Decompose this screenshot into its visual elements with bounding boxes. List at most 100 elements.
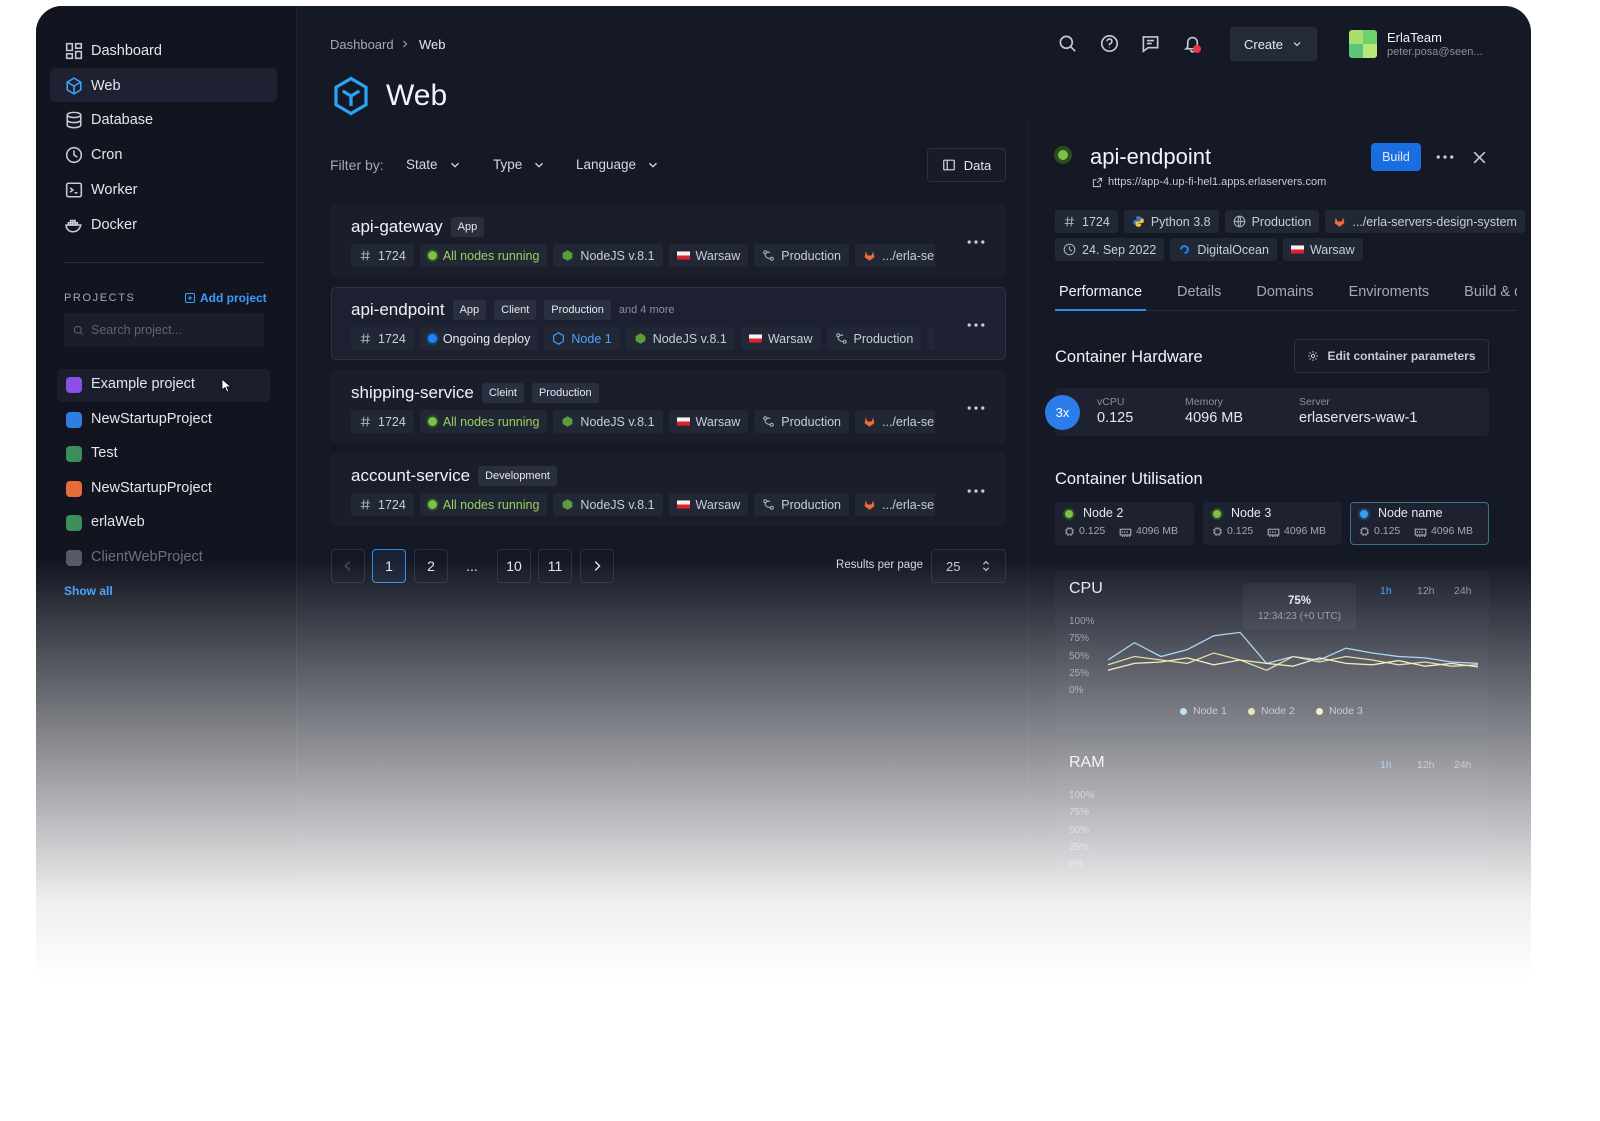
project-item[interactable]: NewStartupProject: [91, 479, 212, 496]
project-item[interactable]: Example project: [91, 376, 195, 392]
results-value: 25: [946, 558, 961, 574]
legend-dot: [1316, 707, 1323, 715]
project-avatar: [66, 480, 82, 497]
meta-text: Production: [1251, 214, 1312, 229]
node-name: Node 2: [1083, 506, 1124, 520]
service-name: api-endpoint: [351, 300, 445, 319]
nav-item[interactable]: Cron: [91, 147, 123, 164]
range-button[interactable]: 24h: [1454, 585, 1472, 597]
build-button[interactable]: Build: [1371, 143, 1421, 171]
filter-dropdown[interactable]: Language: [576, 157, 660, 172]
meta-icon: [1290, 245, 1304, 254]
build-id-icon: [360, 499, 370, 510]
tab[interactable]: Domains: [1256, 284, 1314, 300]
tab[interactable]: Performance: [1059, 284, 1143, 300]
tab[interactable]: Build & d: [1464, 284, 1517, 300]
range-button[interactable]: 24h: [1454, 759, 1472, 771]
repository: [927, 327, 935, 350]
nav-active-bg: [50, 68, 277, 102]
nav-icon: [65, 182, 83, 198]
breadcrumb-item[interactable]: Dashboard: [330, 37, 394, 52]
nav-item[interactable]: Web: [91, 77, 121, 94]
environment-text: Production: [781, 414, 841, 429]
chevron-right: [594, 561, 601, 571]
runtime: NodeJS v.8.1: [625, 327, 735, 350]
page-button[interactable]: 2: [414, 549, 448, 583]
project-item[interactable]: ClientWebProject: [91, 549, 203, 565]
project-item[interactable]: Test: [91, 445, 118, 462]
status-dot: [427, 500, 437, 509]
status-dot: [1058, 150, 1068, 160]
show-all[interactable]: Show all: [64, 584, 113, 598]
section-heading: Container Hardware: [1055, 348, 1203, 366]
location: Warsaw: [668, 410, 749, 433]
status-text: All nodes running: [442, 248, 540, 263]
breadcrumb-item: Web: [419, 37, 446, 52]
tooltip-time: 12:34:23 (+0 UTC): [1257, 611, 1342, 622]
nav-icon: [65, 42, 83, 60]
status-dot: [427, 417, 437, 426]
project-search[interactable]: Search project...: [64, 313, 264, 347]
page-button[interactable]: 1: [372, 549, 406, 583]
data-label: Data: [963, 157, 992, 173]
range-button[interactable]: 12h: [1417, 585, 1435, 597]
add-project-label: Add project: [200, 291, 267, 305]
service-tag: App: [450, 217, 485, 237]
meta-chip: Production: [1224, 210, 1320, 233]
repository-text: .../erla-ser: [882, 497, 935, 512]
data-button[interactable]: Data: [927, 148, 1006, 182]
edit-label: Edit container parameters: [1327, 349, 1476, 363]
nav-icon: [65, 146, 83, 164]
create-button[interactable]: Create: [1230, 27, 1317, 61]
y-tick-label: 25%: [1069, 667, 1090, 679]
nav-item[interactable]: Dashboard: [91, 43, 162, 59]
node-cpu: 0.125: [1079, 525, 1106, 537]
page-button[interactable]: 10: [497, 549, 531, 583]
project-item[interactable]: NewStartupProject: [91, 410, 212, 427]
nav-item[interactable]: Database: [91, 112, 154, 129]
nav-icon: [66, 76, 82, 95]
build-id-text: 1724: [378, 414, 406, 429]
filter-dropdown[interactable]: Type: [493, 157, 546, 172]
next-page[interactable]: [580, 549, 614, 583]
hardware-value: erlaservers-waw-1: [1299, 410, 1418, 426]
service-name: api-gateway: [351, 217, 443, 236]
gear-icon: [1308, 351, 1319, 361]
nav-item[interactable]: Worker: [91, 181, 138, 198]
range-button[interactable]: 12h: [1417, 759, 1435, 771]
project-item[interactable]: erlaWeb: [91, 514, 145, 531]
service-tag: Development: [478, 466, 557, 486]
build-id: 1724: [351, 493, 414, 516]
hardware-label: Server: [1299, 396, 1330, 408]
project-avatar: [66, 550, 82, 566]
meta-chip: 24. Sep 2022: [1055, 238, 1165, 261]
page-button[interactable]: ...: [466, 558, 478, 574]
search-placeholder: Search project...: [91, 323, 183, 337]
header-icon: [1142, 36, 1159, 53]
environment-icon: [835, 333, 847, 344]
page-button[interactable]: 11: [538, 549, 572, 583]
search-icon: [73, 325, 84, 335]
service-name: account-service: [351, 466, 471, 485]
range-button[interactable]: 1h: [1380, 759, 1392, 771]
nav-item[interactable]: Docker: [91, 216, 137, 233]
environment-text: Production: [781, 497, 841, 512]
results-select[interactable]: 25: [931, 549, 1006, 583]
y-tick-label: 75%: [1069, 633, 1090, 645]
tab[interactable]: Details: [1177, 284, 1222, 300]
tooltip-value: 75%: [1287, 595, 1312, 607]
legend-dot: [1180, 707, 1187, 715]
add-project[interactable]: Add project: [184, 291, 267, 305]
tabs: Performance Details Domains Enviroments Buil…: [1059, 284, 1517, 300]
range-button[interactable]: 1h: [1380, 585, 1392, 597]
filter-dropdown[interactable]: State: [406, 157, 462, 172]
page-title: Web: [386, 79, 448, 112]
prev-page[interactable]: [331, 549, 365, 583]
location-text: Warsaw: [695, 248, 741, 263]
location-text: Warsaw: [767, 331, 813, 346]
service-title-row: api-endpoint App Client Production and 4 mor…: [351, 300, 675, 320]
detail-url[interactable]: https://app-4.up-fi-hel1.apps.erlaserver…: [1092, 176, 1326, 188]
service-chips: 1724 Ongoing deploy Node 1 NodeJS v.8.1 Wars…: [351, 327, 935, 350]
tab[interactable]: Enviroments: [1348, 284, 1430, 300]
edit-button[interactable]: Edit container parameters: [1294, 339, 1489, 373]
